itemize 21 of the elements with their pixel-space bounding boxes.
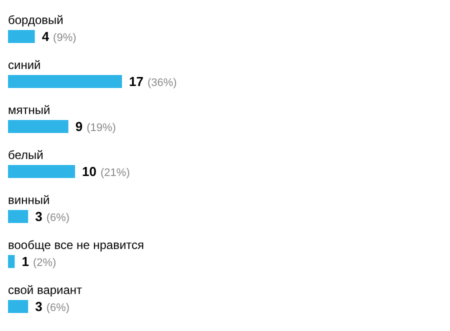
bar bbox=[8, 300, 28, 313]
data-label: 4 (9%) bbox=[42, 29, 76, 44]
data-label: 3 (6%) bbox=[35, 209, 70, 224]
y-tick-label: винный bbox=[8, 193, 50, 207]
data-label: 1 (2%) bbox=[22, 254, 56, 269]
data-label: 10 (21%) bbox=[82, 164, 130, 179]
y-tick-label: мятный bbox=[8, 103, 50, 117]
y-tick-label: свой вариант bbox=[8, 283, 83, 297]
y-tick-label: синий bbox=[8, 58, 41, 72]
bar bbox=[8, 210, 28, 223]
data-label: 3 (6%) bbox=[35, 299, 70, 314]
data-label: 9 (19%) bbox=[75, 119, 116, 134]
y-tick-label: бордовый bbox=[8, 13, 64, 27]
y-tick-label: белый bbox=[8, 148, 44, 162]
bar bbox=[8, 165, 76, 178]
bar bbox=[8, 30, 35, 43]
bar bbox=[8, 75, 122, 88]
bar bbox=[8, 255, 15, 268]
bar bbox=[8, 120, 68, 133]
y-tick-label: вообще все не нравится bbox=[8, 238, 144, 252]
data-label: 17 (36%) bbox=[129, 74, 177, 89]
